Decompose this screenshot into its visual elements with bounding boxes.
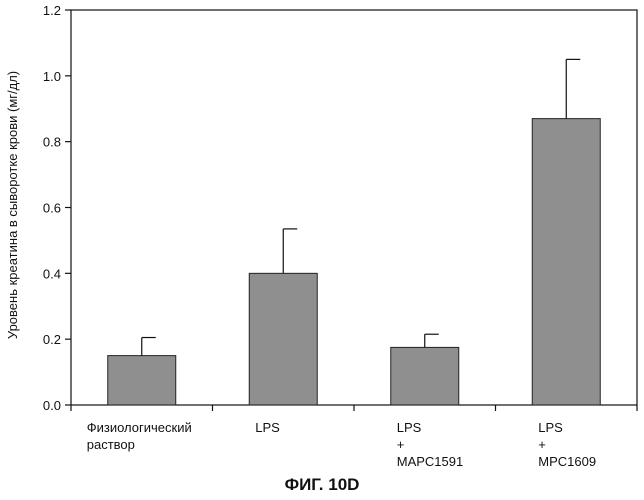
category-label: раствор	[87, 437, 135, 452]
y-tick-label: 0.0	[43, 398, 61, 413]
bar	[249, 273, 317, 405]
bar	[532, 119, 600, 405]
error-bars	[142, 59, 581, 355]
category-label: LPS	[255, 420, 280, 435]
x-axis	[71, 405, 637, 411]
category-label: MAPC1591	[397, 454, 463, 469]
y-axis-title: Уровень креатина в сыворотке крови (мг/д…	[5, 71, 20, 339]
y-tick-label: 0.8	[43, 135, 61, 150]
y-tick-label: 1.2	[43, 3, 61, 18]
category-label: LPS	[397, 420, 422, 435]
bars	[108, 119, 601, 405]
category-label: Физиологический	[87, 420, 192, 435]
y-tick-label: 1.0	[43, 69, 61, 84]
category-label: LPS	[538, 420, 563, 435]
category-label: +	[538, 437, 546, 452]
bar	[108, 356, 176, 405]
y-tick-label: 0.2	[43, 332, 61, 347]
category-label: MPC1609	[538, 454, 596, 469]
y-axis: 0.0 0.2 0.4 0.6 0.8 1.0 1.2	[43, 3, 71, 413]
y-tick-label: 0.4	[43, 266, 61, 281]
y-tick-label: 0.6	[43, 201, 61, 216]
bar	[391, 347, 459, 405]
figure-caption: ФИГ. 10D	[0, 475, 644, 495]
category-labels: Физиологический раствор LPS LPS + MAPC1591 LPS…	[87, 420, 596, 469]
category-label: +	[397, 437, 405, 452]
